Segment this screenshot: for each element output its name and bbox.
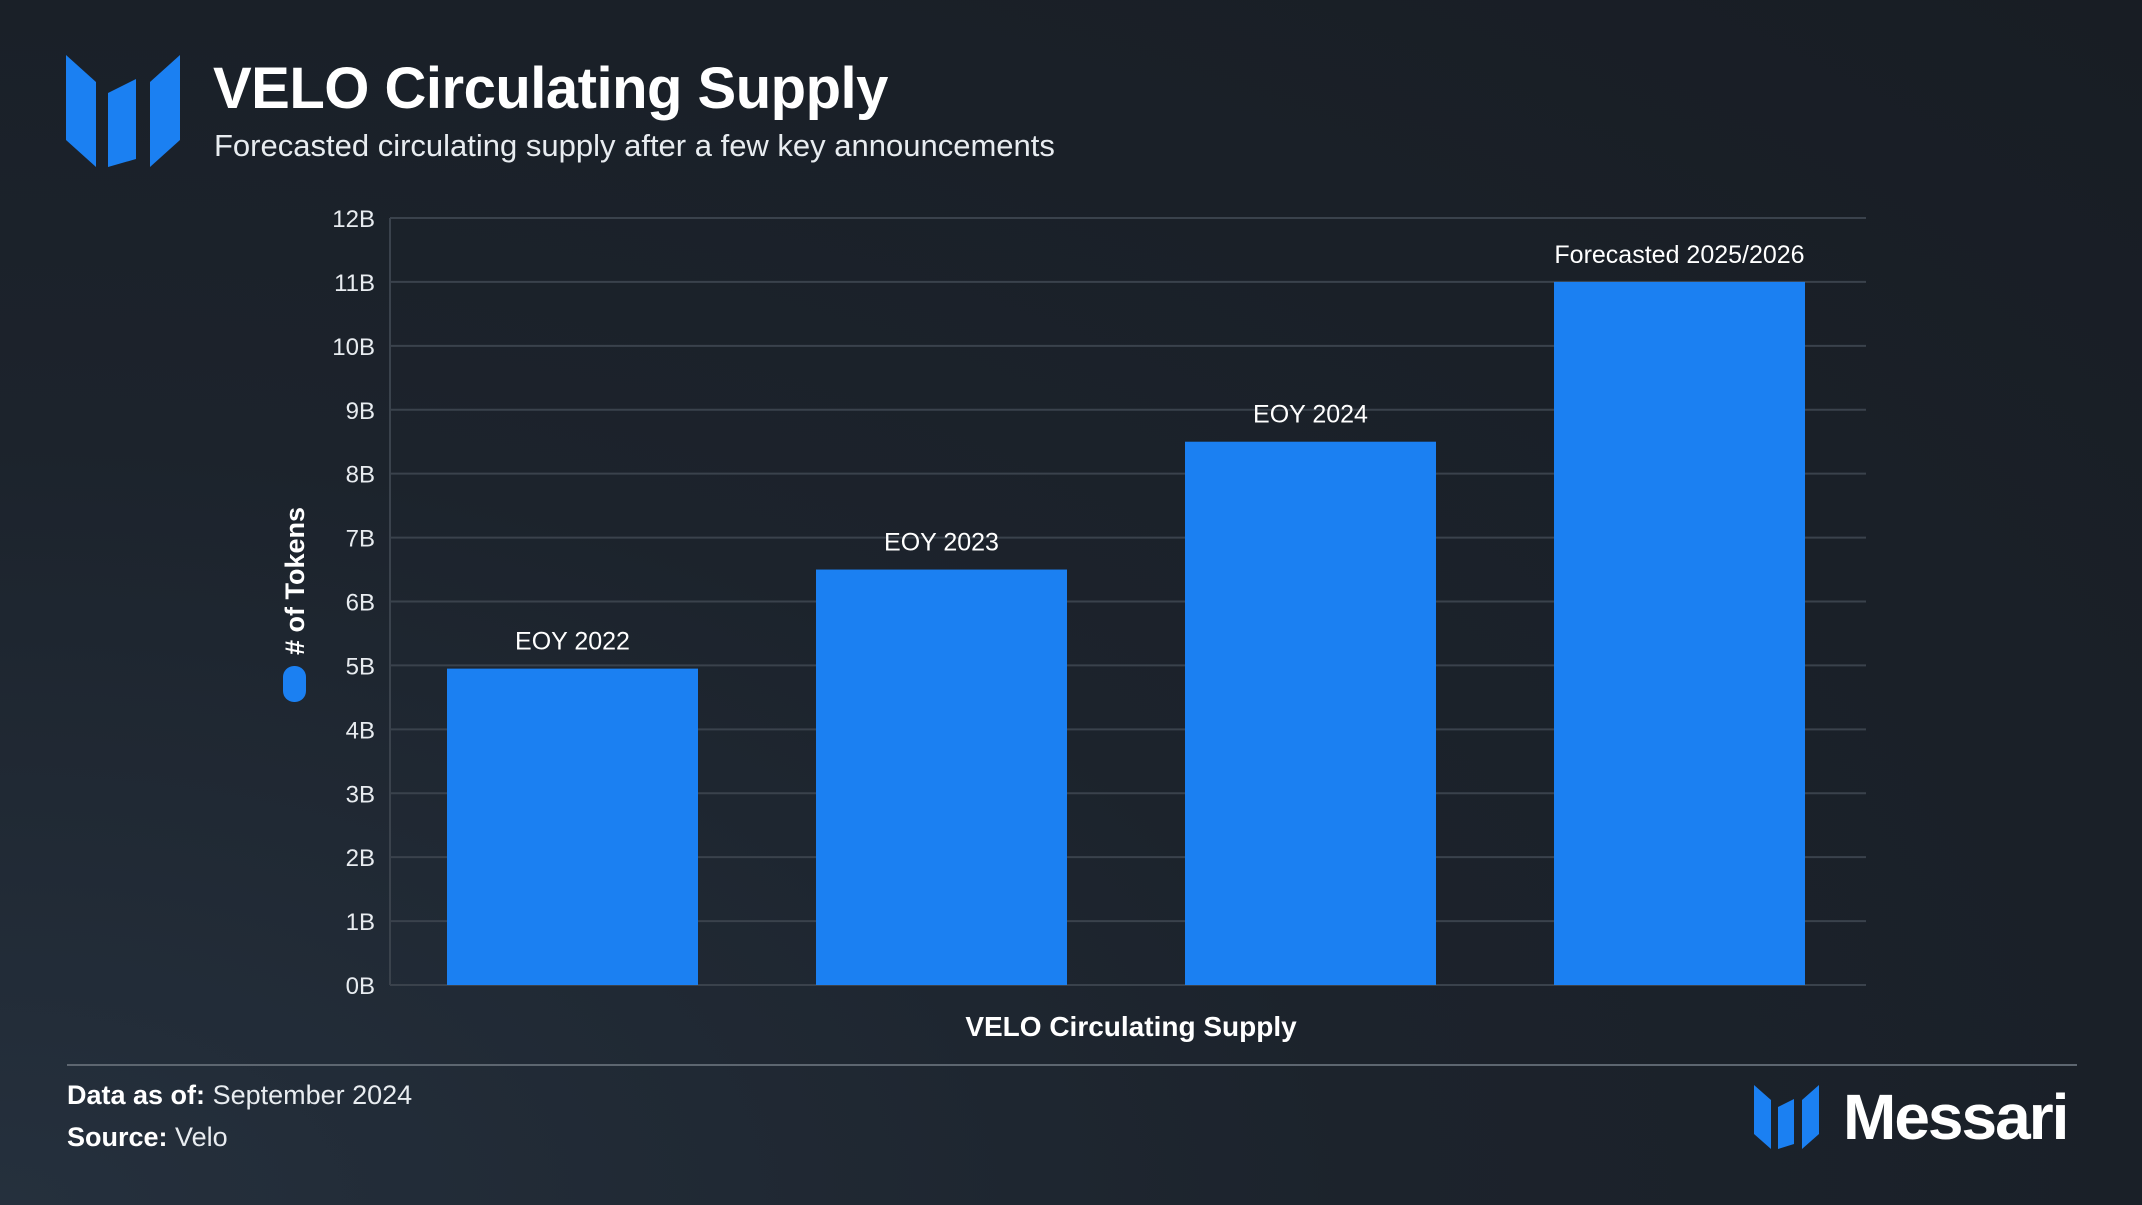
bar: [816, 569, 1067, 985]
y-tick-label: 10B: [332, 334, 375, 361]
data-as-of-value: September 2024: [212, 1080, 413, 1110]
y-axis-legend: # of Tokens: [280, 507, 310, 702]
page-title: VELO Circulating Supply: [213, 56, 888, 121]
data-as-of: Data as of: September 2024: [67, 1080, 412, 1111]
y-tick-label: 12B: [332, 206, 375, 233]
y-tick-label: 6B: [346, 590, 375, 617]
brand-name: Messari: [1843, 1081, 2069, 1153]
bar-data-label: EOY 2024: [1253, 401, 1368, 429]
bar: [1185, 441, 1436, 985]
legend-swatch: [283, 666, 306, 702]
y-tick-label: 9B: [346, 398, 375, 425]
y-tick-label: 8B: [346, 462, 375, 489]
y-tick-label: 0B: [346, 973, 375, 1000]
y-tick-label: 3B: [346, 781, 375, 808]
messari-brand-icon: [1754, 1085, 1819, 1149]
y-tick-label: 11B: [334, 270, 375, 297]
x-axis-title: VELO Circulating Supply: [965, 1011, 1297, 1042]
data-source: Source: Velo: [67, 1122, 228, 1153]
bar-labels: EOY 2022 EOY 2023 EOY 2024 Forecasted 2025/…: [515, 241, 1805, 656]
y-tick-label: 1B: [346, 909, 375, 936]
source-value: Velo: [175, 1122, 228, 1152]
messari-logo-icon: [66, 55, 180, 167]
y-axis-title: # of Tokens: [280, 507, 310, 655]
footer-divider: [67, 1064, 2077, 1066]
y-tick-label: 7B: [346, 526, 375, 553]
data-as-of-label: Data as of:: [67, 1080, 206, 1110]
bar-data-label: EOY 2022: [515, 628, 630, 656]
y-tick-label: 4B: [346, 717, 375, 744]
bar-data-label: Forecasted 2025/2026: [1554, 241, 1804, 269]
y-axis-ticks: 0B 1B 2B 3B 4B 5B 6B 7B 8B 9B 10B 11B 12B: [332, 206, 375, 1000]
bars: [447, 281, 1805, 986]
y-tick-label: 5B: [346, 653, 375, 680]
source-label: Source:: [67, 1122, 168, 1152]
y-tick-label: 2B: [346, 845, 375, 872]
bar: [1554, 281, 1805, 986]
bar-data-label: EOY 2023: [884, 529, 999, 557]
bar: [447, 668, 698, 985]
page-subtitle: Forecasted circulating supply after a fe…: [214, 128, 1055, 163]
